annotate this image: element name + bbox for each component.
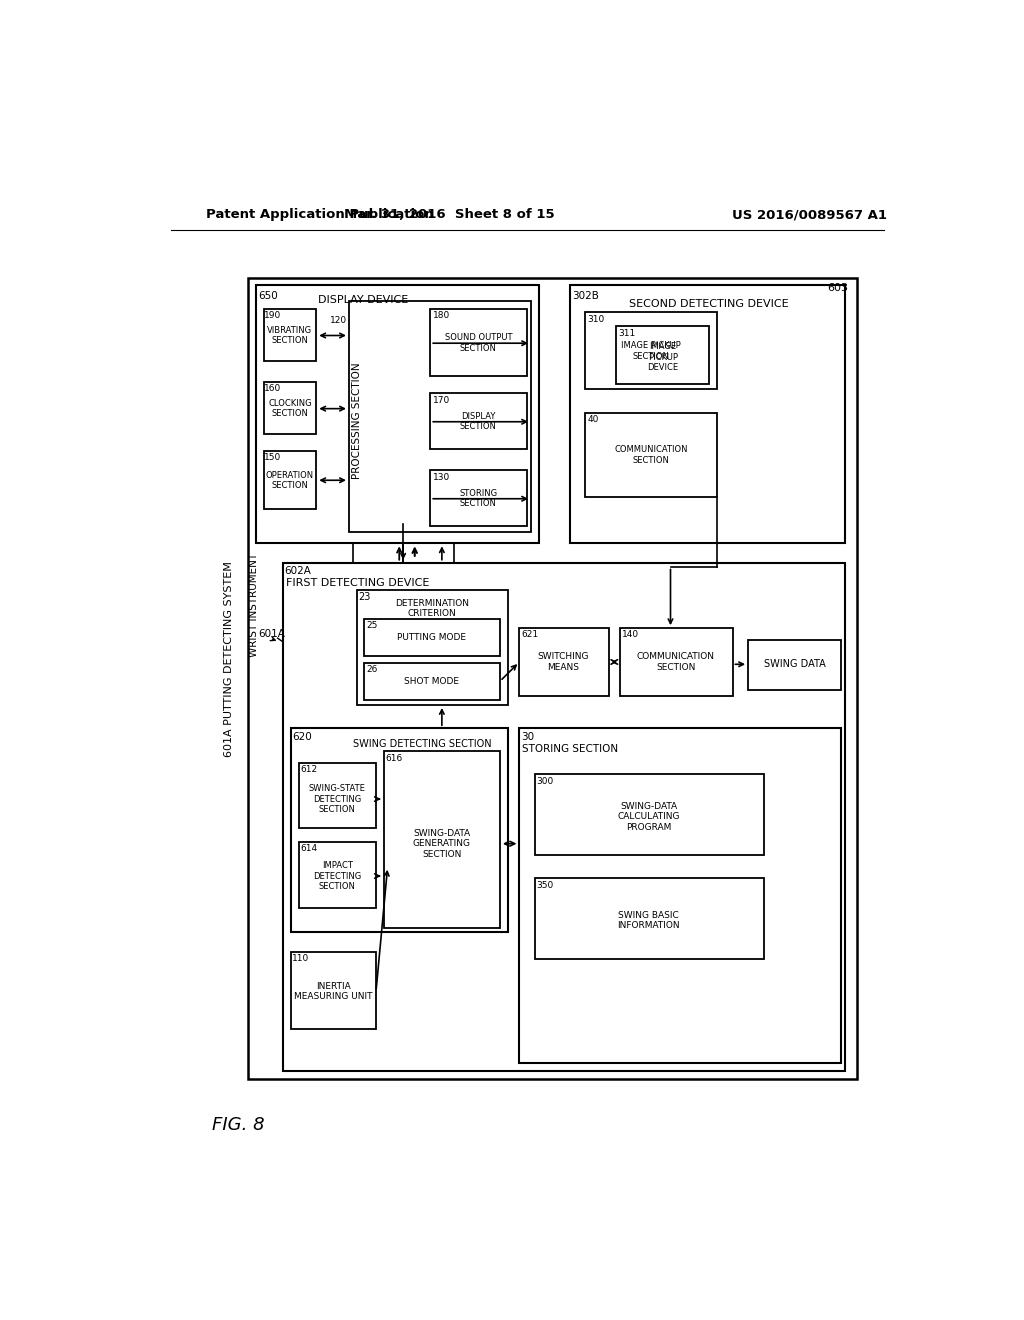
Text: SOUND OUTPUT
SECTION: SOUND OUTPUT SECTION [444, 334, 512, 352]
Bar [263, 381, 316, 434]
Text: 601A: 601A [258, 630, 285, 639]
Bar [616, 326, 710, 384]
Text: OPERATION
SECTION: OPERATION SECTION [266, 470, 314, 490]
Text: Patent Application Publication: Patent Application Publication [206, 209, 433, 222]
Bar [586, 313, 717, 389]
Bar [263, 309, 316, 360]
Text: 150: 150 [263, 453, 281, 462]
Bar [356, 590, 508, 705]
Bar [365, 619, 500, 656]
Text: FIRST DETECTING DEVICE: FIRST DETECTING DEVICE [286, 578, 429, 587]
Bar [299, 842, 376, 908]
Bar [621, 628, 732, 696]
Bar [263, 451, 316, 508]
Text: CLOCKING
SECTION: CLOCKING SECTION [268, 399, 311, 418]
Text: STORING
SECTION: STORING SECTION [459, 488, 498, 508]
Text: 130: 130 [432, 473, 450, 482]
Text: PUTTING MODE: PUTTING MODE [397, 632, 466, 642]
Text: 140: 140 [622, 631, 639, 639]
Text: 40: 40 [588, 414, 599, 424]
Bar [569, 285, 845, 544]
Text: SECOND DETECTING DEVICE: SECOND DETECTING DEVICE [630, 300, 790, 309]
Text: INERTIA
MEASURING UNIT: INERTIA MEASURING UNIT [294, 982, 373, 1002]
Bar [535, 878, 764, 960]
Text: 23: 23 [358, 591, 371, 602]
Text: SHOT MODE: SHOT MODE [404, 677, 460, 685]
Text: 302B: 302B [572, 290, 599, 301]
Bar [365, 663, 500, 700]
Text: SWITCHING
MEANS: SWITCHING MEANS [538, 652, 589, 672]
Bar [291, 729, 508, 932]
Text: 160: 160 [263, 384, 281, 393]
Text: SWING-DATA
CALCULATING
PROGRAM: SWING-DATA CALCULATING PROGRAM [617, 801, 680, 832]
Bar [299, 763, 376, 829]
Text: 614: 614 [300, 845, 317, 854]
Bar [248, 277, 856, 1078]
Bar [535, 775, 764, 855]
Text: 170: 170 [432, 396, 450, 404]
Text: IMAGE PICKUP
SECTION: IMAGE PICKUP SECTION [622, 341, 681, 360]
Text: 310: 310 [588, 314, 605, 323]
Text: 616: 616 [385, 754, 402, 763]
Text: WRIST INSTRUMENT: WRIST INSTRUMENT [249, 553, 259, 657]
Bar [256, 285, 539, 544]
Text: 311: 311 [617, 329, 635, 338]
Bar [519, 729, 841, 1063]
Text: 621: 621 [521, 631, 538, 639]
Bar [586, 412, 717, 498]
Text: SWING-STATE
DETECTING
SECTION: SWING-STATE DETECTING SECTION [309, 784, 366, 814]
Bar [430, 470, 527, 525]
Text: COMMUNICATION
SECTION: COMMUNICATION SECTION [614, 445, 688, 465]
Text: COMMUNICATION
SECTION: COMMUNICATION SECTION [637, 652, 715, 672]
Text: 180: 180 [432, 312, 450, 319]
Text: DETERMINATION
CRITERION: DETERMINATION CRITERION [395, 599, 469, 618]
Text: SWING DETECTING SECTION: SWING DETECTING SECTION [352, 739, 492, 748]
Bar [519, 628, 608, 696]
Bar [430, 309, 527, 376]
Text: DISPLAY
SECTION: DISPLAY SECTION [460, 412, 497, 432]
Text: 110: 110 [292, 954, 309, 962]
Bar [291, 952, 376, 1028]
Bar [430, 393, 527, 449]
Text: 300: 300 [537, 776, 554, 785]
Text: SWING DATA: SWING DATA [764, 659, 825, 669]
Text: 350: 350 [537, 880, 554, 890]
Text: 25: 25 [366, 622, 377, 630]
Text: STORING SECTION: STORING SECTION [522, 743, 618, 754]
Bar [384, 751, 500, 928]
Bar [748, 640, 841, 689]
Text: PROCESSING SECTION: PROCESSING SECTION [351, 362, 361, 479]
Bar [349, 301, 531, 532]
Text: 26: 26 [366, 665, 377, 675]
Text: SWING BASIC
INFORMATION: SWING BASIC INFORMATION [617, 911, 680, 931]
Text: 603: 603 [827, 284, 849, 293]
Text: 620: 620 [292, 733, 312, 742]
Text: 650: 650 [258, 290, 278, 301]
Text: US 2016/0089567 A1: US 2016/0089567 A1 [732, 209, 888, 222]
Text: SWING-DATA
GENERATING
SECTION: SWING-DATA GENERATING SECTION [413, 829, 471, 858]
Text: FIG. 8: FIG. 8 [212, 1115, 264, 1134]
Text: IMPACT
DETECTING
SECTION: IMPACT DETECTING SECTION [313, 861, 361, 891]
Bar [283, 562, 845, 1071]
Text: 120: 120 [330, 317, 347, 325]
Text: IMAGE
PICKUP
DEVICE: IMAGE PICKUP DEVICE [647, 342, 678, 372]
Text: Mar. 31, 2016  Sheet 8 of 15: Mar. 31, 2016 Sheet 8 of 15 [344, 209, 555, 222]
Text: 190: 190 [263, 312, 281, 319]
Text: 30: 30 [521, 733, 535, 742]
Text: DISPLAY DEVICE: DISPLAY DEVICE [317, 296, 409, 305]
Text: 601A PUTTING DETECTING SYSTEM: 601A PUTTING DETECTING SYSTEM [224, 561, 233, 756]
Text: VIBRATING
SECTION: VIBRATING SECTION [267, 326, 312, 346]
Text: 602A: 602A [285, 566, 311, 577]
Text: 612: 612 [300, 766, 317, 774]
